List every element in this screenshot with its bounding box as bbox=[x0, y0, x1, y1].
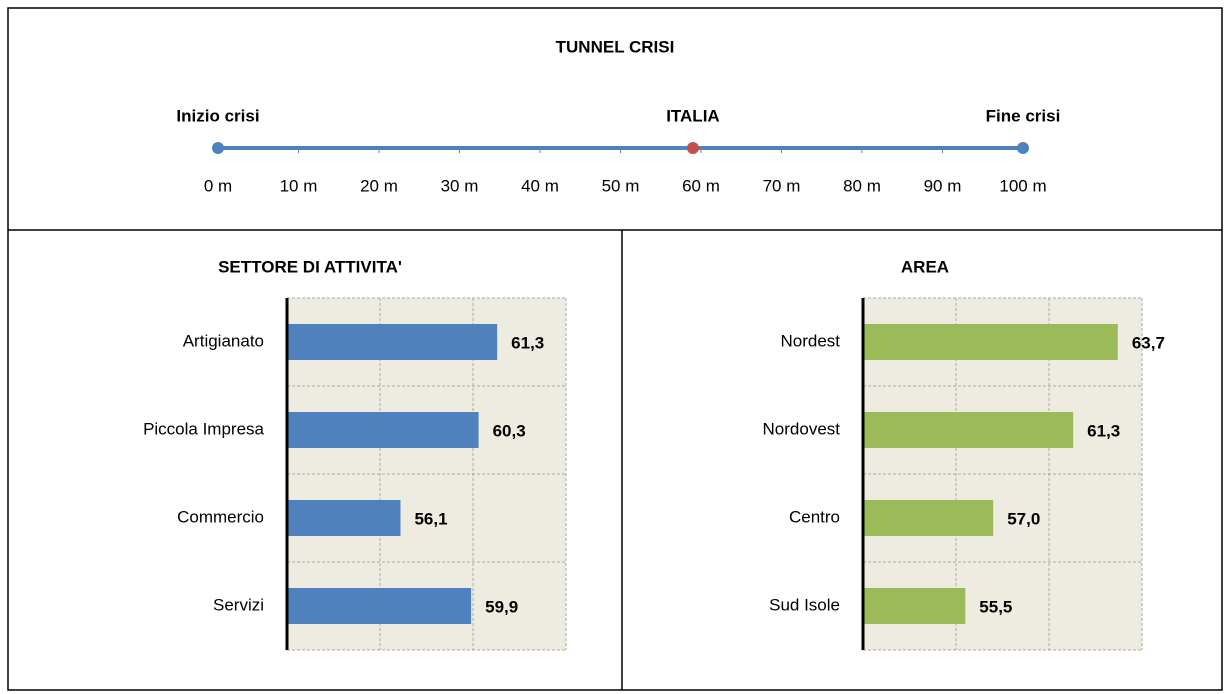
bar bbox=[287, 500, 401, 536]
point bbox=[686, 142, 699, 154]
value-label: 57,0 bbox=[1007, 509, 1040, 528]
value-label: 56,1 bbox=[414, 509, 447, 528]
value-label: 60,3 bbox=[493, 421, 526, 440]
x-tick-label: 50 m bbox=[602, 176, 640, 195]
category-label: Servizi bbox=[213, 595, 264, 614]
bar bbox=[287, 588, 472, 624]
x-tick-label: 90 m bbox=[924, 176, 962, 195]
point bbox=[1017, 142, 1029, 154]
x-tick-label: 40 m bbox=[521, 176, 559, 195]
bar bbox=[287, 412, 479, 448]
point bbox=[212, 142, 224, 154]
chart-title: SETTORE DI ATTIVITA' bbox=[218, 257, 402, 276]
category-label: Nordovest bbox=[763, 419, 841, 438]
bar bbox=[863, 588, 966, 624]
value-label: 55,5 bbox=[979, 597, 1012, 616]
x-tick-label: 20 m bbox=[360, 176, 398, 195]
point-label: ITALIA bbox=[666, 106, 720, 125]
point-label: Fine crisi bbox=[986, 106, 1061, 125]
frame bbox=[7, 7, 1223, 691]
point-label: Inizio crisi bbox=[176, 106, 259, 125]
x-tick-label: 30 m bbox=[441, 176, 479, 195]
x-tick-label: 70 m bbox=[763, 176, 801, 195]
category-label: Sud Isole bbox=[769, 595, 840, 614]
bar bbox=[863, 500, 994, 536]
category-label: Nordest bbox=[780, 331, 840, 350]
bar bbox=[287, 324, 498, 360]
x-tick-label: 60 m bbox=[682, 176, 720, 195]
x-tick-label: 0 m bbox=[204, 176, 232, 195]
value-label: 61,3 bbox=[1087, 421, 1120, 440]
category-label: Piccola Impresa bbox=[143, 419, 264, 438]
category-label: Artigianato bbox=[183, 331, 264, 350]
x-tick-label: 80 m bbox=[843, 176, 881, 195]
x-tick-label: 10 m bbox=[280, 176, 318, 195]
value-label: 63,7 bbox=[1132, 333, 1165, 352]
x-tick-label: 100 m bbox=[999, 176, 1046, 195]
category-label: Centro bbox=[789, 507, 840, 526]
value-label: 59,9 bbox=[485, 597, 518, 616]
category-label: Commercio bbox=[177, 507, 264, 526]
chart-title: TUNNEL CRISI bbox=[556, 37, 675, 56]
bar bbox=[863, 412, 1074, 448]
bar bbox=[863, 324, 1118, 360]
chart-title: AREA bbox=[901, 257, 949, 276]
value-label: 61,3 bbox=[511, 333, 544, 352]
